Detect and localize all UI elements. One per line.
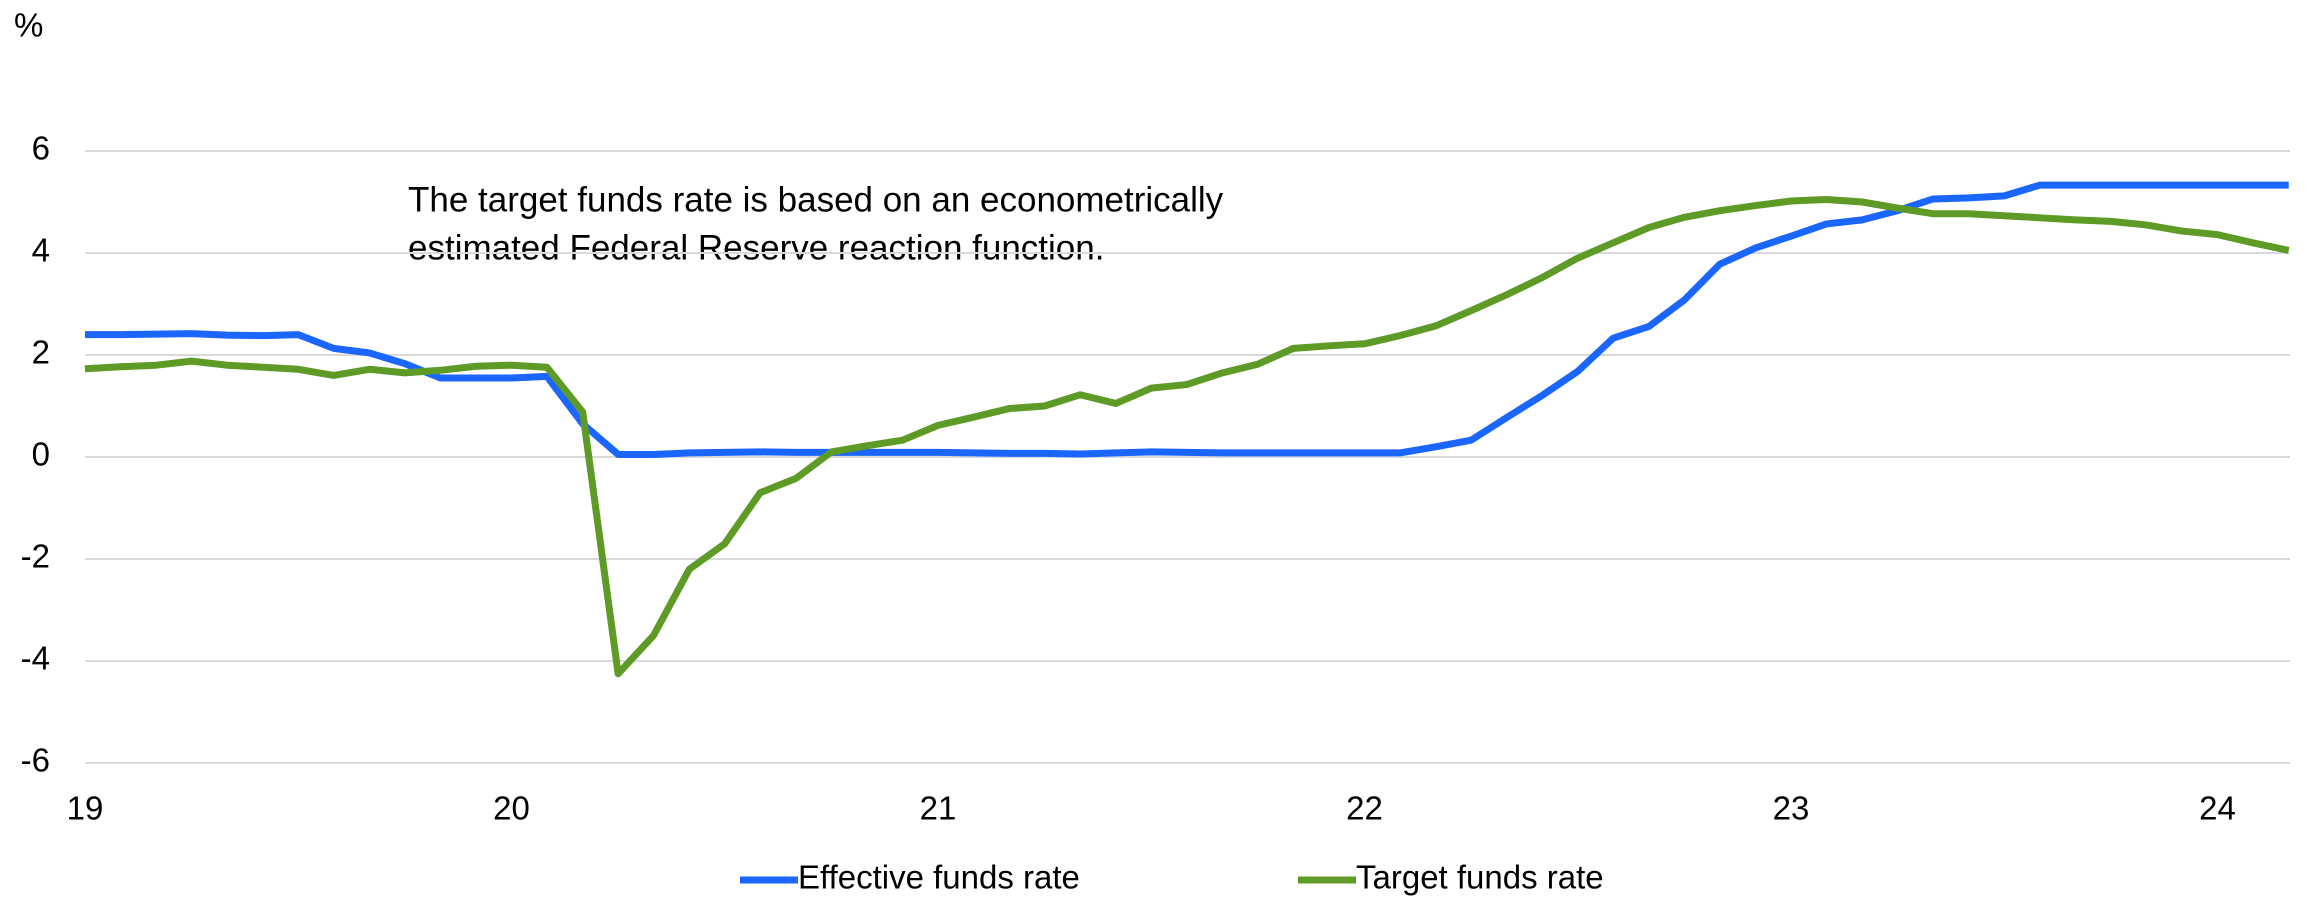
x-tick-label: 23 xyxy=(1773,790,1810,827)
legend-label: Target funds rate xyxy=(1356,859,1604,896)
y-tick-label: 0 xyxy=(32,436,50,473)
y-tick-label: -6 xyxy=(21,742,50,779)
y-tick-label: -4 xyxy=(21,640,50,677)
annotation: estimated Federal Reserve reaction funct… xyxy=(408,228,1104,267)
y-tick-label: 6 xyxy=(32,130,50,167)
x-tick-label: 21 xyxy=(920,790,957,827)
legend-label: Effective funds rate xyxy=(798,859,1080,896)
x-tick-label: 19 xyxy=(67,790,104,827)
annotation: The target funds rate is based on an eco… xyxy=(408,180,1224,219)
x-tick-label: 24 xyxy=(2199,790,2236,827)
series-line xyxy=(85,181,2289,458)
y-tick-label: -2 xyxy=(21,538,50,575)
series-line xyxy=(84,195,2290,678)
y-axis-label: % xyxy=(14,7,43,44)
y-tick-label: 4 xyxy=(32,232,50,269)
y-tick-label: 2 xyxy=(32,334,50,371)
x-tick-label: 22 xyxy=(1346,790,1383,827)
x-tick-label: 20 xyxy=(493,790,530,827)
